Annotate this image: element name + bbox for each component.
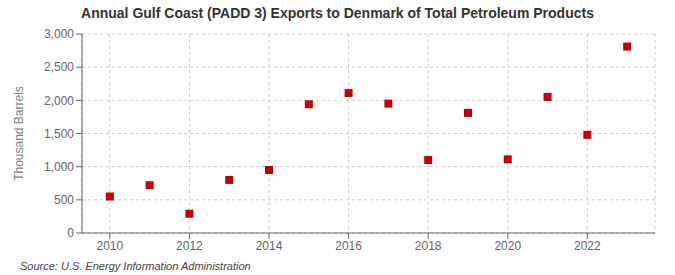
svg-text:1,000: 1,000 xyxy=(44,160,74,174)
svg-text:2022: 2022 xyxy=(574,239,601,253)
svg-text:1,500: 1,500 xyxy=(44,127,74,141)
svg-text:3,000: 3,000 xyxy=(44,27,74,41)
svg-text:2012: 2012 xyxy=(176,239,203,253)
svg-text:0: 0 xyxy=(67,226,74,240)
svg-text:2,500: 2,500 xyxy=(44,60,74,74)
svg-text:2,000: 2,000 xyxy=(44,94,74,108)
svg-text:Thousand Barrels: Thousand Barrels xyxy=(12,86,26,181)
svg-text:2010: 2010 xyxy=(97,239,124,253)
svg-text:2016: 2016 xyxy=(335,239,362,253)
svg-text:2018: 2018 xyxy=(415,239,442,253)
svg-text:2020: 2020 xyxy=(494,239,521,253)
svg-text:500: 500 xyxy=(54,193,74,207)
html-text:Annual Gulf Coast (PADD 3) Exp: Annual Gulf Coast (PADD 3) Exports to De… xyxy=(81,5,594,21)
svg-text:2014: 2014 xyxy=(256,239,283,253)
html-text:Source: U.S. Energy Informatio: Source: U.S. Energy Information Administ… xyxy=(20,260,251,272)
